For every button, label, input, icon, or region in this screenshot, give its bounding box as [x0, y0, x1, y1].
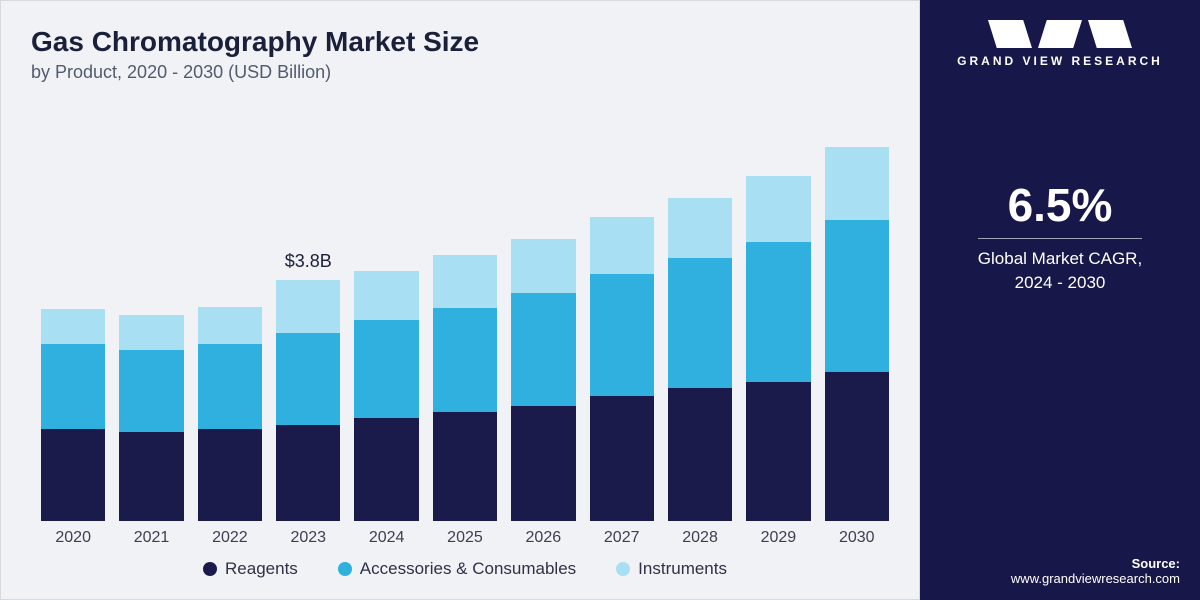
- bar-stack: [433, 255, 497, 521]
- cagr-caption: Global Market CAGR, 2024 - 2030: [978, 247, 1142, 295]
- bar-segment-reagents: [41, 429, 105, 521]
- bar-stack: [511, 239, 575, 521]
- chart-subtitle: by Product, 2020 - 2030 (USD Billion): [31, 62, 899, 83]
- legend-label: Reagents: [225, 559, 298, 579]
- bar-column: 2022: [198, 113, 262, 547]
- bar-segment-instruments: [198, 307, 262, 344]
- cagr-value: 6.5%: [978, 178, 1142, 239]
- bar-segment-reagents: [276, 425, 340, 521]
- bar-segment-accessories: [276, 333, 340, 425]
- bar-segment-instruments: [511, 239, 575, 293]
- legend-item: Reagents: [203, 559, 298, 579]
- bar-segment-accessories: [668, 258, 732, 388]
- bar-stack: [746, 176, 810, 521]
- logo-text: GRAND VIEW RESEARCH: [957, 54, 1163, 68]
- bar-segment-accessories: [590, 274, 654, 396]
- cagr-block: 6.5% Global Market CAGR, 2024 - 2030: [978, 178, 1142, 295]
- bar-column: 2020: [41, 113, 105, 547]
- bar-stack: [119, 315, 183, 521]
- bar-stack: [590, 217, 654, 521]
- x-axis-label: 2022: [212, 529, 248, 547]
- bar-stack: [198, 307, 262, 521]
- bar-column: 2024: [354, 113, 418, 547]
- bar-column: 2029: [746, 113, 810, 547]
- x-axis-label: 2029: [761, 529, 797, 547]
- legend-item: Instruments: [616, 559, 727, 579]
- source-label: Source:: [1011, 556, 1180, 571]
- bar-segment-accessories: [354, 320, 418, 418]
- legend-swatch: [616, 562, 630, 576]
- bar-stack: [354, 271, 418, 521]
- x-axis-label: 2030: [839, 529, 875, 547]
- bar-segment-accessories: [746, 242, 810, 381]
- bar-column: 2030: [825, 113, 889, 547]
- bar-segment-instruments: [825, 147, 889, 220]
- bar-segment-accessories: [41, 344, 105, 430]
- bar-segment-reagents: [354, 418, 418, 521]
- x-axis-label: 2026: [526, 529, 562, 547]
- bar-segment-reagents: [119, 432, 183, 521]
- legend-item: Accessories & Consumables: [338, 559, 576, 579]
- source: Source: www.grandviewresearch.com: [1011, 556, 1180, 586]
- bar-stack: [825, 147, 889, 521]
- bar-segment-instruments: [276, 280, 340, 333]
- bar-segment-reagents: [746, 382, 810, 521]
- bar-segment-instruments: [668, 198, 732, 258]
- legend-swatch: [203, 562, 217, 576]
- bar-stack: [668, 198, 732, 521]
- source-value: www.grandviewresearch.com: [1011, 571, 1180, 586]
- bar-segment-accessories: [433, 308, 497, 413]
- bar-column: 2028: [668, 113, 732, 547]
- bar-segment-reagents: [198, 429, 262, 521]
- bar-stack: [41, 309, 105, 521]
- bar-segment-instruments: [41, 309, 105, 344]
- legend: Reagents Accessories & Consumables Instrum…: [31, 547, 899, 579]
- bar-segment-reagents: [825, 372, 889, 521]
- chart-title: Gas Chromatography Market Size: [31, 26, 899, 58]
- bar-stack: $3.8B: [276, 280, 340, 521]
- bar-segment-instruments: [746, 176, 810, 243]
- bar-segment-accessories: [511, 293, 575, 406]
- bar-segment-instruments: [590, 217, 654, 274]
- plot-area: 2020 2021 2022 $3.8B 2023 2024 2025 2026 2027 202…: [31, 93, 899, 547]
- x-axis-label: 2027: [604, 529, 640, 547]
- legend-label: Instruments: [638, 559, 727, 579]
- x-axis-label: 2024: [369, 529, 405, 547]
- legend-label: Accessories & Consumables: [360, 559, 576, 579]
- bar-column: $3.8B 2023: [276, 113, 340, 547]
- chart-panel: Gas Chromatography Market Size by Produc…: [0, 0, 920, 600]
- bar-segment-instruments: [354, 271, 418, 320]
- x-axis-label: 2028: [682, 529, 718, 547]
- bar-segment-reagents: [433, 412, 497, 521]
- x-axis-label: 2021: [134, 529, 170, 547]
- x-axis-label: 2020: [55, 529, 91, 547]
- bar-column: 2025: [433, 113, 497, 547]
- side-panel: GRAND VIEW RESEARCH 6.5% Global Market C…: [920, 0, 1200, 600]
- bar-column: 2026: [511, 113, 575, 547]
- bar-segment-instruments: [119, 315, 183, 350]
- bar-column: 2027: [590, 113, 654, 547]
- bar-segment-accessories: [825, 220, 889, 372]
- x-axis-label: 2025: [447, 529, 483, 547]
- bar-segment-accessories: [119, 350, 183, 432]
- x-axis-label: 2023: [290, 529, 326, 547]
- bar-segment-reagents: [668, 388, 732, 521]
- bar-column: 2021: [119, 113, 183, 547]
- bar-callout: $3.8B: [285, 251, 332, 272]
- legend-swatch: [338, 562, 352, 576]
- bar-segment-reagents: [590, 396, 654, 521]
- bar-segment-accessories: [198, 344, 262, 430]
- bar-segment-reagents: [511, 406, 575, 521]
- logo-icon: [957, 20, 1163, 48]
- brand-logo: GRAND VIEW RESEARCH: [957, 20, 1163, 68]
- bar-segment-instruments: [433, 255, 497, 308]
